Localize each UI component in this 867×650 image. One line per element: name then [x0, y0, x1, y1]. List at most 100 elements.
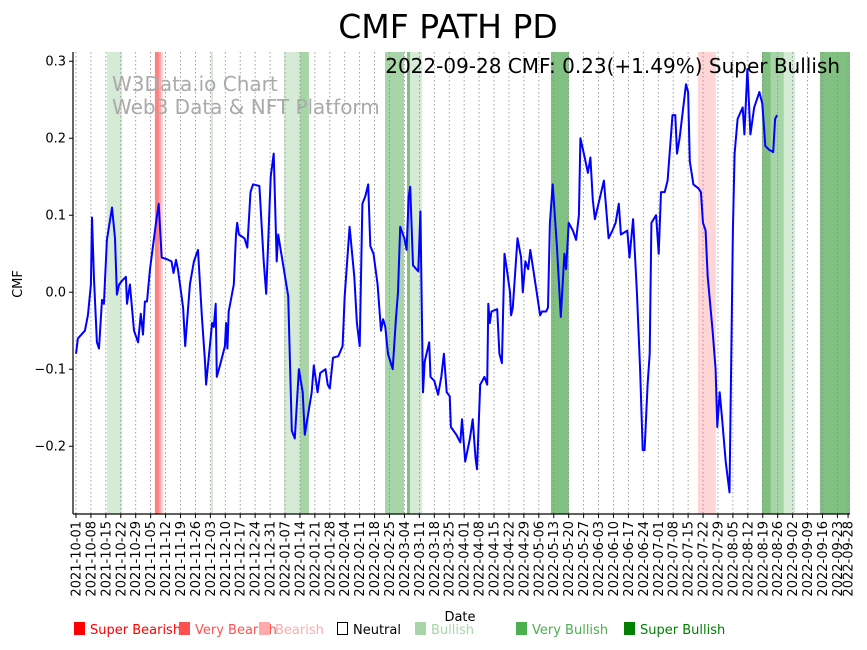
watermark-line-1: W3Data.io Chart — [112, 72, 278, 96]
y-tick-label: −0.1 — [34, 363, 66, 378]
band-super-bullish — [407, 52, 410, 514]
y-tick-label: 0.2 — [45, 132, 66, 147]
band-very-bullish — [385, 52, 405, 514]
x-tick-label: 2022-04-08 — [473, 521, 488, 597]
band-bullish — [283, 52, 300, 514]
band-super-bearish — [154, 52, 159, 514]
x-tick-label: 2021-11-12 — [159, 521, 174, 597]
x-tick-label: 2022-07-29 — [711, 521, 726, 597]
x-tick-label: 2022-01-28 — [323, 521, 338, 597]
x-tick-label: 2021-11-26 — [189, 521, 204, 597]
x-tick-label: 2022-04-01 — [458, 521, 473, 597]
x-tick-label: 2021-12-31 — [264, 521, 279, 597]
legend-neutral-swatch — [337, 622, 348, 635]
x-tick-label: 2021-10-22 — [114, 521, 129, 597]
y-tick-label: −0.2 — [34, 440, 66, 455]
x-tick-label: 2022-02-11 — [353, 521, 368, 597]
x-tick-label: 2022-09-16 — [816, 521, 831, 597]
x-tick-label: 2022-07-08 — [667, 521, 682, 597]
x-tick-label: 2022-03-04 — [398, 521, 413, 597]
x-tick-label: 2022-05-06 — [532, 521, 547, 597]
x-tick-label: 2022-05-20 — [562, 521, 577, 597]
x-tick-label: 2021-10-29 — [129, 521, 144, 597]
x-tick-label: 2021-12-10 — [219, 521, 234, 597]
band-very-bullish — [770, 52, 784, 514]
x-tick-label: 2022-05-27 — [577, 521, 592, 597]
x-tick-label: 2021-12-03 — [204, 521, 219, 597]
x-tick-label: 2021-12-17 — [234, 521, 249, 597]
band-bullish — [783, 52, 795, 514]
y-axis-label: CMF — [11, 270, 26, 298]
legend-bearish-swatch — [259, 622, 270, 635]
x-tick-label: 2022-05-13 — [547, 521, 562, 597]
x-tick-label: 2022-09-23 — [831, 521, 846, 597]
x-tick-label: 2022-09-09 — [801, 521, 816, 597]
x-tick-label: 2021-10-08 — [84, 521, 99, 597]
band-bullish — [106, 52, 123, 514]
x-tick-label: 2022-07-15 — [682, 521, 697, 597]
x-tick-label: 2022-02-18 — [368, 521, 383, 597]
x-tick-label: 2022-01-14 — [293, 521, 308, 597]
x-tick-label: 2022-07-01 — [652, 521, 667, 597]
legend-super-bearish-swatch — [74, 622, 85, 635]
x-tick-label: 2021-10-01 — [69, 521, 84, 597]
x-tick-label: 2021-12-24 — [249, 521, 264, 597]
x-tick-label: 2022-04-29 — [517, 521, 532, 597]
x-tick-label: 2022-02-25 — [383, 521, 398, 597]
band-bullish — [409, 52, 422, 514]
chart-title: CMF PATH PD — [338, 7, 558, 46]
legend-super-bullish-swatch — [624, 622, 635, 635]
x-tick-label: 2022-01-21 — [308, 521, 323, 597]
band-super-bullish — [761, 52, 771, 514]
x-axis-label: Date — [444, 610, 475, 625]
legend-super-bullish-label: Super Bullish — [640, 623, 725, 638]
y-tick-label: 0.0 — [45, 286, 66, 301]
x-tick-label: 2022-09-02 — [786, 521, 801, 597]
legend-very-bearish-label: Very Bearish — [195, 623, 277, 638]
x-tick-label: 2022-03-25 — [443, 521, 458, 597]
x-tick-label: 2022-04-15 — [488, 521, 503, 597]
x-tick-label: 2022-08-19 — [756, 521, 771, 597]
x-tick-label: 2022-06-10 — [607, 521, 622, 597]
x-tick-label: 2021-11-19 — [174, 521, 189, 597]
x-tick-label: 2022-07-22 — [697, 521, 712, 597]
x-tick-label: 2022-03-18 — [428, 521, 443, 597]
x-tick-label: 2022-04-22 — [502, 521, 517, 597]
axes: 2021-10-01 2021-10-08 2021-10-15 2021-10-22… — [34, 52, 857, 597]
legend-bullish-label: Bullish — [431, 623, 474, 638]
x-tick-label: 2021-10-15 — [99, 521, 114, 597]
band-bearish — [161, 52, 164, 514]
x-gridlines — [75, 52, 849, 514]
x-tick-label: 2022-01-07 — [279, 521, 294, 597]
y-tick-label: 0.1 — [45, 209, 66, 224]
signal-bands — [106, 52, 850, 514]
latest-annotation: 2022-09-28 CMF: 0.23(+1.49%) Super Bulli… — [385, 54, 840, 78]
band-bearish — [697, 52, 716, 514]
x-tick-label: 2022-08-26 — [771, 521, 786, 597]
watermark-line-2: Web3 Data & NFT Platform — [112, 95, 380, 119]
legend-bearish-label: Bearish — [275, 623, 324, 638]
x-tick-label: 2022-06-03 — [592, 521, 607, 597]
x-tick-label: 2022-09-28 — [842, 521, 857, 597]
watermark: W3Data.io Chart Web3 Data & NFT Platform — [112, 72, 380, 119]
band-very-bullish — [299, 52, 309, 514]
x-tick-label: 2022-08-05 — [726, 521, 741, 597]
x-tick-label: 2022-03-11 — [413, 521, 428, 597]
band-very-bearish — [158, 52, 162, 514]
x-tick-label: 2022-02-04 — [338, 521, 353, 597]
legend-very-bullish-swatch — [516, 622, 527, 635]
cmf-line — [75, 67, 778, 494]
legend-neutral-label: Neutral — [353, 623, 401, 638]
legend-super-bearish-label: Super Bearish — [90, 623, 181, 638]
x-tick-label: 2022-06-17 — [622, 521, 637, 597]
y-tick-label: 0.3 — [45, 55, 66, 70]
legend-bullish-swatch — [415, 622, 426, 635]
x-tick-label: 2022-08-12 — [741, 521, 756, 597]
band-bullish — [210, 52, 213, 514]
x-tick-label: 2021-11-05 — [144, 521, 159, 597]
x-tick-label: 2022-06-24 — [637, 521, 652, 597]
legend-very-bearish-swatch — [179, 622, 190, 635]
band-super-bullish — [819, 52, 850, 514]
